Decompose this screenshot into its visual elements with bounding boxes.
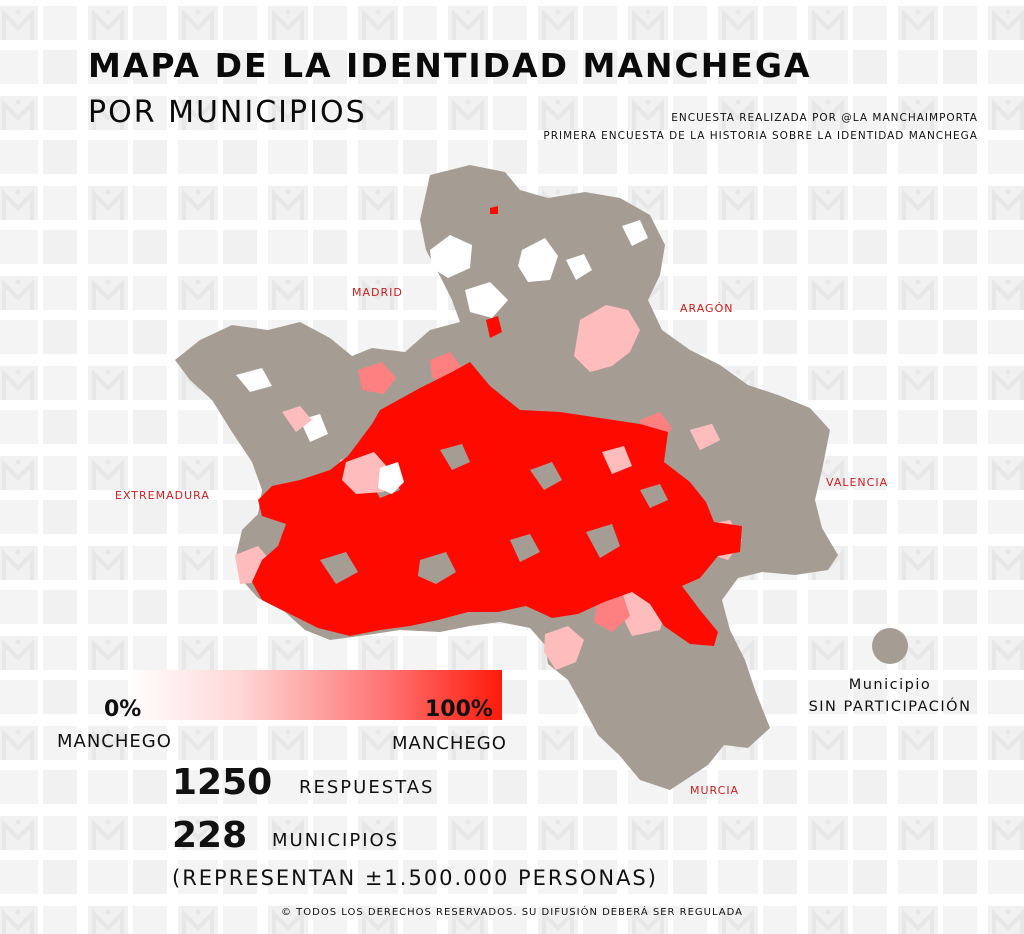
no-participation-line2: SIN PARTICIPACIÓN — [808, 699, 972, 715]
population-represented: (REPRESENTAN ±1.500.000 PERSONAS) — [172, 866, 658, 890]
map-gap — [566, 254, 592, 280]
high-identity-municipalities — [252, 206, 742, 646]
neighbor-label-aragon: ARAGÓN — [680, 302, 734, 315]
responses-label: RESPUESTAS — [299, 777, 435, 798]
copyright-notice: © TODOS LOS DERECHOS RESERVADOS. SU DIFU… — [281, 907, 743, 918]
no-participation-label: Municipio SIN PARTICIPACIÓN — [790, 674, 990, 718]
neighbor-label-murcia: MURCIA — [690, 784, 740, 797]
legend-high-label: MANCHEGO — [392, 733, 507, 754]
map-gap — [465, 282, 508, 318]
legend-low-percent: 0% — [104, 697, 142, 722]
survey-credit: ENCUESTA REALIZADA POR @LA MANCHAIMPORTA — [671, 112, 978, 124]
no-participation-swatch — [872, 628, 908, 664]
map-gap — [378, 462, 404, 494]
legend-gradient-bar — [128, 670, 502, 720]
no-participation-islands — [320, 444, 668, 584]
municipalities-count: 228 — [172, 815, 248, 856]
neighbor-label-valencia: VALENCIA — [826, 476, 889, 489]
map-gap — [622, 220, 648, 246]
responses-count: 1250 — [172, 762, 273, 803]
map-gap — [430, 235, 472, 278]
municipalities-label: MUNICIPIOS — [272, 830, 400, 851]
no-participation-line1: Municipio — [848, 677, 932, 693]
neighbor-label-madrid: MADRID — [352, 286, 403, 299]
page-subtitle: POR MUNICIPIOS — [88, 95, 367, 130]
map-gap — [236, 368, 272, 392]
low-identity-pockets — [342, 446, 632, 494]
survey-description: PRIMERA ENCUESTA DE LA HISTORIA SOBRE LA… — [543, 130, 978, 142]
legend-high-percent: 100% — [425, 697, 493, 722]
legend-low-label: MANCHEGO — [57, 731, 172, 752]
neighbor-label-extremadura: EXTREMADURA — [115, 489, 210, 502]
page-title: MAPA DE LA IDENTIDAD MANCHEGA — [88, 46, 812, 85]
map-gap — [518, 238, 558, 282]
